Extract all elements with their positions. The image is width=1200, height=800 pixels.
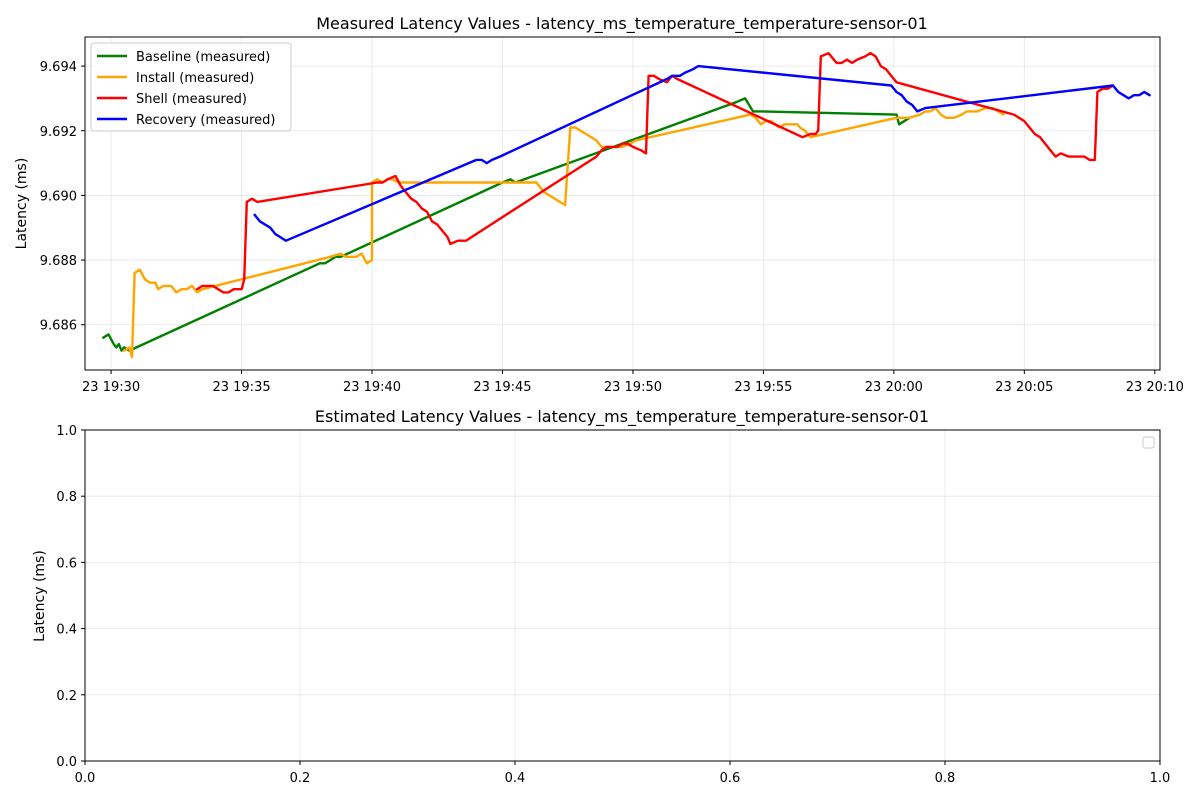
- y-tick-label: 0.4: [56, 623, 77, 638]
- y-tick-label: 1.0: [56, 424, 77, 439]
- x-tick-label: 23 19:45: [473, 380, 531, 395]
- grid: [85, 37, 1160, 370]
- chart-title: Estimated Latency Values - latency_ms_te…: [315, 407, 929, 427]
- x-tick-label: 1.0: [1150, 771, 1171, 786]
- x-tick-label: 23 19:30: [82, 380, 140, 395]
- x-tick-label: 0.4: [505, 771, 526, 786]
- series-line-1: [102, 97, 911, 352]
- x-tick-label: 23 20:05: [995, 380, 1053, 395]
- x-tick-label: 23 19:55: [734, 380, 792, 395]
- x-axis-ticks: 0.0 0.2 0.4 0.6 0.8 1.0: [75, 761, 1171, 786]
- y-tick-label: 9.690: [40, 189, 77, 204]
- legend-label: Install (measured): [136, 71, 254, 86]
- y-tick-label: 9.694: [40, 60, 77, 75]
- y-axis-ticks: 0.0 0.2 0.4 0.6 0.8 1.0: [56, 424, 85, 770]
- x-tick-label: 0.8: [935, 771, 956, 786]
- y-tick-label: 0.8: [56, 490, 77, 505]
- x-tick-label: 0.2: [290, 771, 311, 786]
- y-axis-ticks: 9.686 9.688 9.690 9.692 9.694: [40, 60, 85, 334]
- plot-frame: [84, 36, 1161, 371]
- x-tick-label: 23 20:00: [865, 380, 923, 395]
- legend: Baseline (measured) Install (measured) She…: [90, 42, 292, 132]
- y-tick-label: 9.686: [40, 319, 77, 334]
- measured-latency-chart: Measured Latency Values - latency_ms_tem…: [14, 14, 1184, 395]
- series-line-2: [122, 106, 1005, 359]
- x-tick-label: 23 19:35: [212, 380, 270, 395]
- series-lines: [102, 52, 1151, 359]
- estimated-latency-chart: Estimated Latency Values - latency_ms_te…: [32, 407, 1170, 786]
- y-tick-label: 0.2: [56, 689, 77, 704]
- series-line-3: [196, 52, 1115, 294]
- y-tick-label: 0.0: [56, 755, 77, 770]
- legend-box: [1142, 436, 1155, 449]
- x-axis-ticks: 23 19:30 23 19:35 23 19:40 23 19:45 23 19:50…: [82, 370, 1184, 395]
- x-tick-label: 0.6: [720, 771, 741, 786]
- legend-label: Recovery (measured): [136, 113, 276, 128]
- x-tick-label: 23 20:10: [1126, 380, 1184, 395]
- y-axis-label: Latency (ms): [14, 158, 30, 250]
- x-tick-label: 23 19:40: [343, 380, 401, 395]
- series-line-4: [253, 64, 1151, 242]
- legend-label: Shell (measured): [136, 92, 247, 107]
- x-tick-label: 0.0: [75, 771, 96, 786]
- legend-frame: [90, 42, 292, 132]
- plot-frame: [84, 429, 1161, 762]
- y-tick-label: 9.692: [40, 125, 77, 140]
- y-tick-label: 0.6: [56, 556, 77, 571]
- chart-title: Measured Latency Values - latency_ms_tem…: [316, 14, 928, 34]
- y-tick-label: 9.688: [40, 254, 77, 269]
- x-tick-label: 23 19:50: [604, 380, 662, 395]
- legend-label: Baseline (measured): [136, 50, 270, 65]
- y-axis-label: Latency (ms): [32, 550, 48, 642]
